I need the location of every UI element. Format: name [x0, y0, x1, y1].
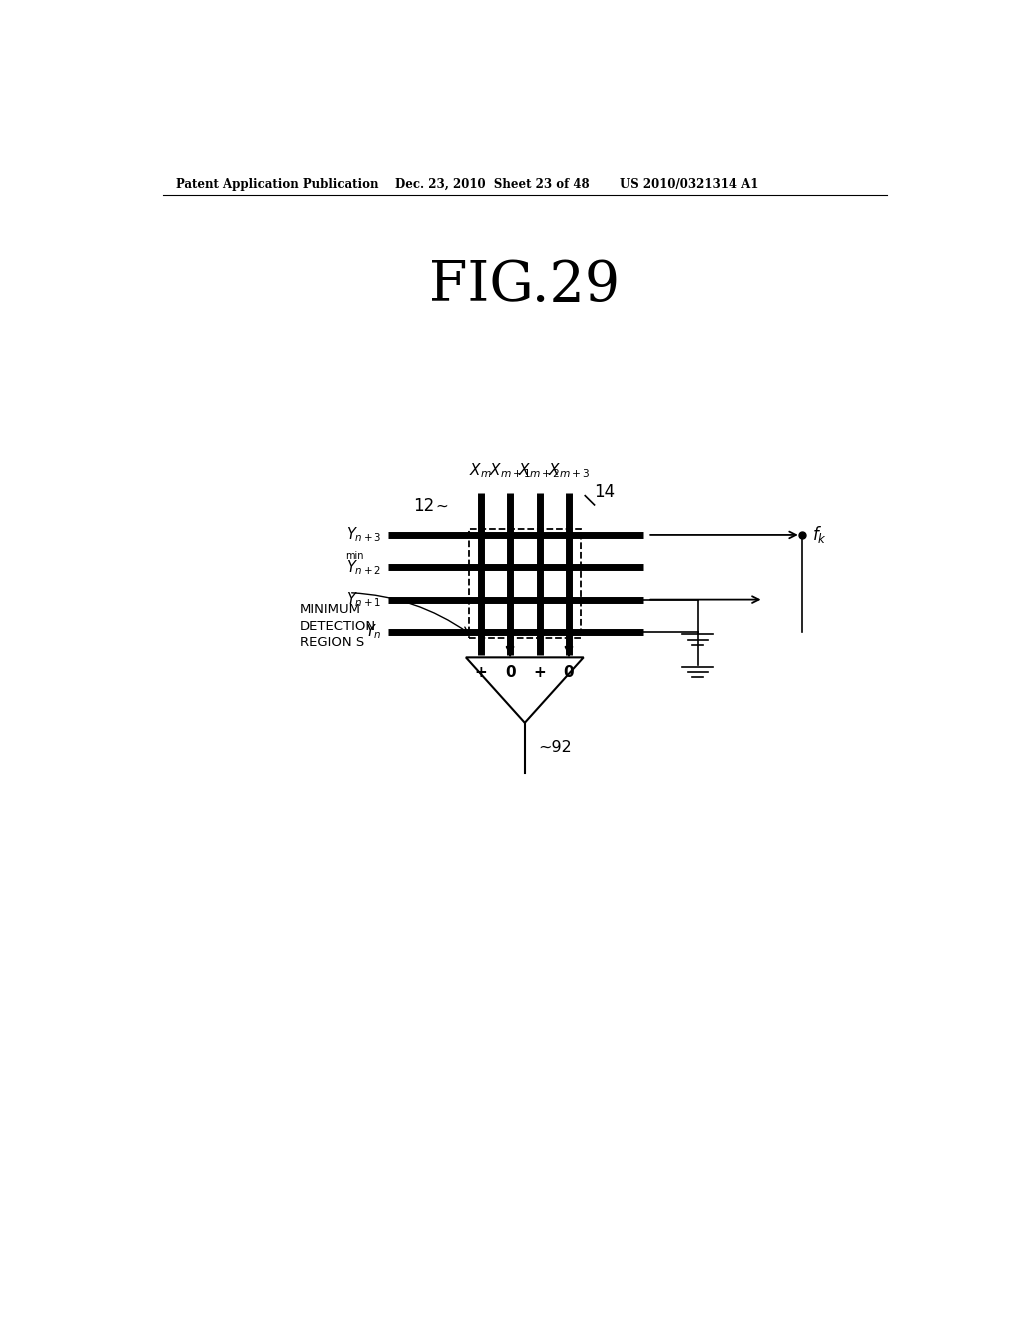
Text: FIG.29: FIG.29 — [429, 259, 621, 313]
Text: $X_m$: $X_m$ — [469, 462, 492, 480]
Text: 0: 0 — [563, 665, 574, 680]
Text: 12: 12 — [413, 498, 434, 515]
Text: US 2010/0321314 A1: US 2010/0321314 A1 — [621, 178, 759, 190]
Text: $X_{m+2}$: $X_{m+2}$ — [518, 462, 561, 480]
Text: MINIMUM
DETECTION
REGION S: MINIMUM DETECTION REGION S — [300, 603, 376, 649]
Text: $Y_{n+3}$: $Y_{n+3}$ — [346, 525, 381, 544]
Text: $X_{m+1}$: $X_{m+1}$ — [488, 462, 531, 480]
Text: $X_{m+3}$: $X_{m+3}$ — [548, 462, 590, 480]
Text: $Y_n$: $Y_n$ — [365, 623, 381, 642]
Text: 14: 14 — [595, 483, 615, 500]
Text: $Y_{n+1}$: $Y_{n+1}$ — [346, 590, 381, 609]
Text: $Y_{n+2}$: $Y_{n+2}$ — [346, 558, 381, 577]
Text: +: + — [474, 665, 487, 680]
Text: ~92: ~92 — [539, 739, 572, 755]
Text: 0: 0 — [505, 665, 515, 680]
Text: $f_k$: $f_k$ — [812, 524, 826, 545]
Text: +: + — [534, 665, 546, 680]
Text: Patent Application Publication: Patent Application Publication — [176, 178, 379, 190]
Text: Dec. 23, 2010  Sheet 23 of 48: Dec. 23, 2010 Sheet 23 of 48 — [395, 178, 590, 190]
Text: min: min — [345, 552, 364, 561]
Text: ~: ~ — [435, 499, 449, 513]
